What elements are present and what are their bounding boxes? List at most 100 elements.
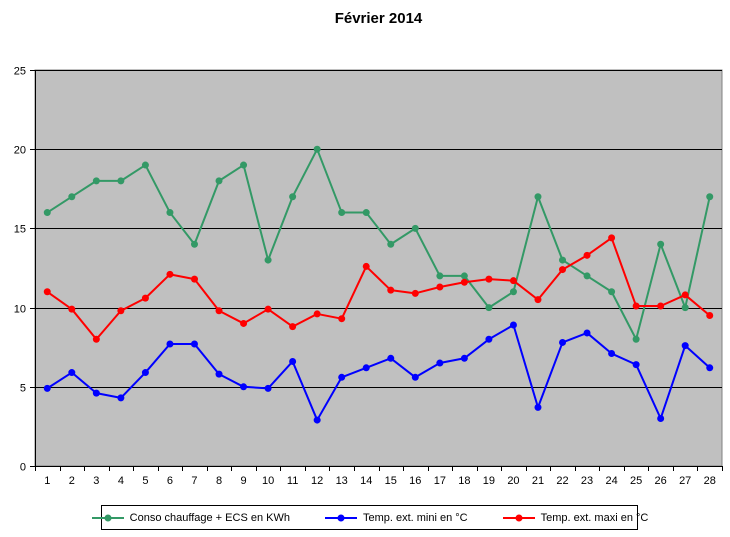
data-point	[460, 354, 468, 362]
legend: Conso chauffage + ECS en KWh Temp. ext. …	[91, 505, 648, 530]
legend-label-conso: Conso chauffage + ECS en KWh	[129, 511, 290, 524]
data-point	[509, 277, 517, 285]
legend-label-temp-maxi: Temp. ext. maxi en °C	[540, 511, 649, 524]
data-point	[117, 177, 125, 185]
data-point	[215, 307, 223, 315]
x-tick-label: 1	[44, 475, 50, 487]
x-tick-label: 11	[287, 475, 298, 487]
series-line-0	[46, 148, 711, 341]
x-tick-label: 18	[458, 475, 470, 487]
data-point	[411, 289, 419, 297]
data-point	[68, 369, 76, 377]
x-tick-label: 25	[630, 475, 642, 487]
data-point	[583, 251, 591, 259]
data-point	[362, 262, 370, 270]
data-point	[362, 364, 370, 372]
data-point	[485, 335, 493, 343]
data-point	[559, 338, 567, 346]
data-point	[681, 342, 689, 350]
data-point	[534, 403, 542, 411]
chart-title: Février 2014	[334, 10, 423, 27]
data-point	[117, 307, 125, 315]
data-point	[436, 283, 444, 291]
x-tick-label: 10	[262, 475, 274, 487]
series-line-1	[46, 324, 711, 422]
x-tick-label: 27	[679, 475, 691, 487]
data-point	[706, 364, 714, 372]
data-point	[338, 315, 346, 323]
data-point	[92, 335, 100, 343]
data-point	[43, 288, 51, 296]
data-point	[289, 357, 297, 365]
data-point	[289, 193, 297, 201]
data-point	[240, 319, 248, 327]
data-point	[706, 193, 714, 201]
x-tick-label: 14	[360, 475, 372, 487]
legend-item-conso: Conso chauffage + ECS en KWh	[91, 512, 290, 524]
data-point	[534, 296, 542, 304]
x-tick-label: 3	[93, 475, 99, 487]
line-dot-marker-icon	[324, 514, 357, 521]
x-tick-label: 4	[118, 475, 124, 487]
data-point	[681, 291, 689, 299]
y-tick-label: 10	[14, 304, 26, 316]
data-point	[43, 384, 51, 392]
series-line-2	[46, 236, 711, 341]
x-tick-label: 8	[216, 475, 222, 487]
data-point	[411, 224, 419, 232]
x-tick-label: 17	[434, 475, 446, 487]
data-point	[608, 234, 616, 242]
y-tick-label: 25	[14, 66, 26, 78]
x-tick-label: 23	[581, 475, 593, 487]
data-point	[190, 240, 198, 248]
data-point	[190, 340, 198, 348]
y-tick-label: 15	[14, 224, 26, 236]
x-tick-label: 21	[532, 475, 544, 487]
x-tick-label: 19	[483, 475, 495, 487]
x-tick-label: 26	[655, 475, 667, 487]
data-point	[338, 373, 346, 381]
data-point	[166, 340, 174, 348]
y-tick-label: 20	[14, 145, 26, 157]
data-point	[43, 209, 51, 217]
data-point	[681, 304, 689, 312]
data-point	[436, 272, 444, 280]
data-point	[92, 177, 100, 185]
x-tick-label: 9	[240, 475, 246, 487]
data-point	[92, 389, 100, 397]
data-point	[485, 275, 493, 283]
data-point	[141, 294, 149, 302]
data-point	[264, 305, 272, 313]
data-point	[68, 305, 76, 313]
data-point	[387, 286, 395, 294]
x-tick-label: 2	[69, 475, 75, 487]
data-point	[559, 266, 567, 274]
data-point	[68, 193, 76, 201]
data-point	[657, 302, 665, 310]
data-point	[632, 335, 640, 343]
data-point	[166, 209, 174, 217]
legend-label-temp-mini: Temp. ext. mini en °C	[362, 511, 468, 524]
x-tick-label: 6	[167, 475, 173, 487]
data-point	[240, 161, 248, 169]
data-point	[166, 270, 174, 278]
line-dot-marker-icon	[502, 514, 535, 521]
data-point	[583, 272, 591, 280]
data-point	[264, 256, 272, 264]
data-point	[632, 302, 640, 310]
data-point	[313, 145, 321, 153]
legend-item-temp-maxi: Temp. ext. maxi en °C	[502, 511, 649, 524]
data-point	[509, 321, 517, 329]
x-tick-label: 28	[704, 475, 716, 487]
legend-item-temp-mini: Temp. ext. mini en °C	[324, 512, 468, 524]
line-dot-marker-icon	[91, 514, 124, 521]
data-point	[141, 161, 149, 169]
data-point	[215, 370, 223, 378]
x-tick-label: 13	[336, 475, 348, 487]
data-point	[411, 373, 419, 381]
x-tick-label: 24	[605, 475, 617, 487]
y-tick-label: 0	[20, 462, 26, 474]
data-point	[460, 272, 468, 280]
data-point	[338, 209, 346, 217]
